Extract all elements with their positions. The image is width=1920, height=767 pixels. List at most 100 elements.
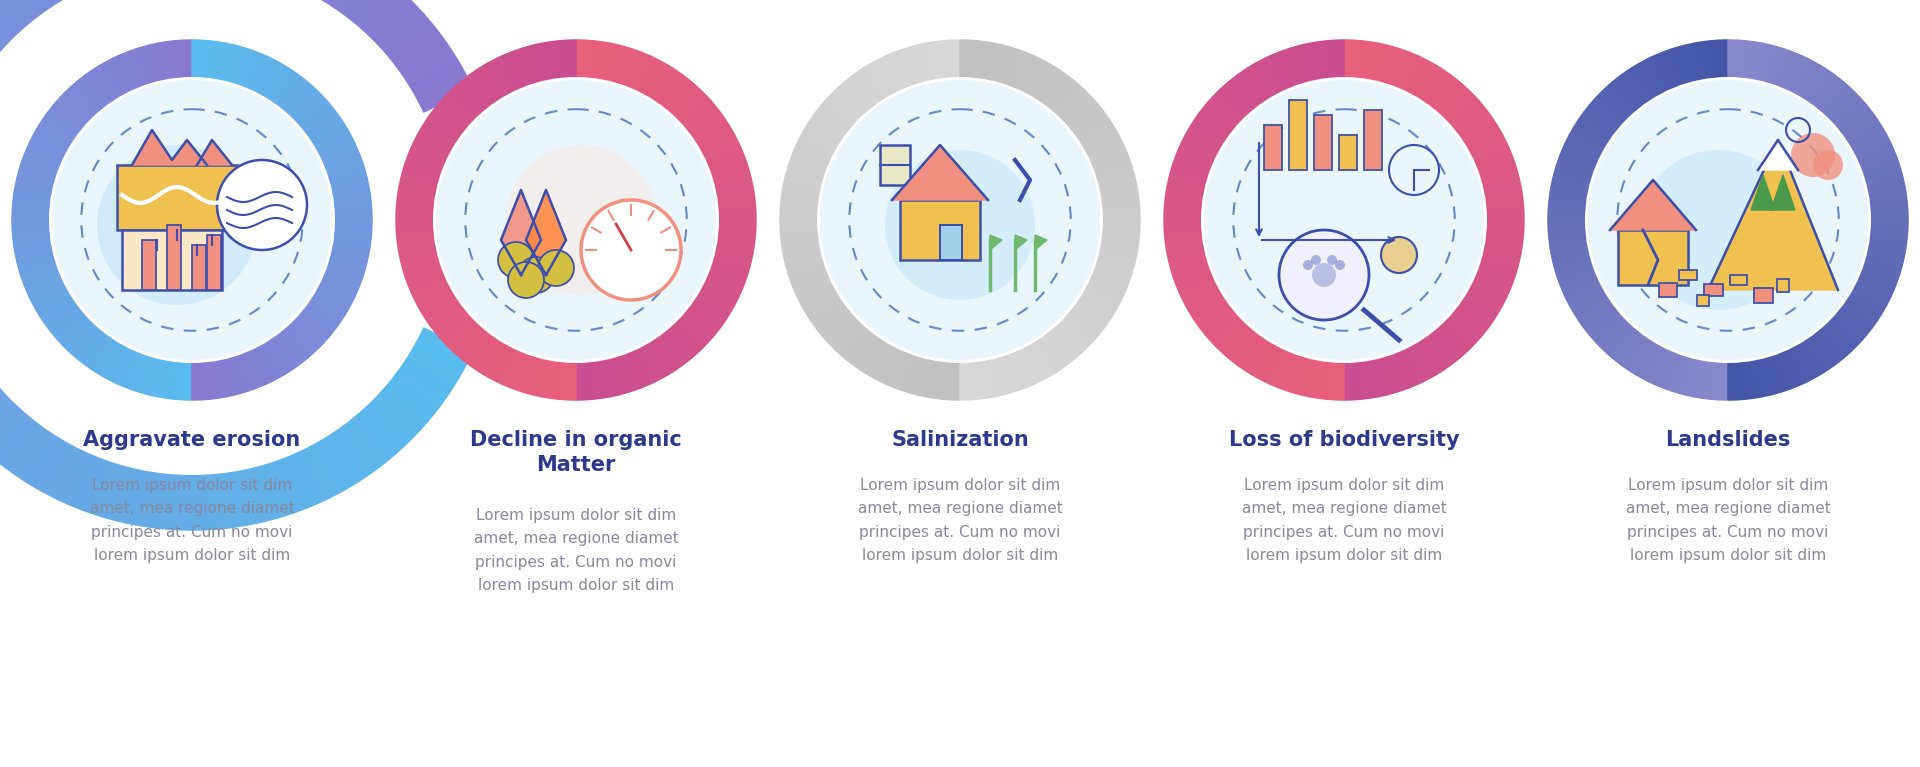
Wedge shape <box>563 41 566 78</box>
Wedge shape <box>1565 141 1601 160</box>
Wedge shape <box>36 126 71 148</box>
Wedge shape <box>780 217 818 220</box>
Wedge shape <box>179 475 186 530</box>
Wedge shape <box>284 83 311 114</box>
Wedge shape <box>710 264 747 278</box>
Wedge shape <box>17 175 54 187</box>
Wedge shape <box>1096 255 1135 268</box>
Wedge shape <box>1031 342 1052 377</box>
Wedge shape <box>1269 54 1288 91</box>
Wedge shape <box>1551 183 1590 193</box>
Wedge shape <box>1834 101 1864 128</box>
Wedge shape <box>703 141 739 160</box>
Wedge shape <box>513 51 528 87</box>
Wedge shape <box>403 259 440 273</box>
Wedge shape <box>526 46 538 84</box>
Wedge shape <box>148 45 159 83</box>
Wedge shape <box>449 321 478 349</box>
Wedge shape <box>1348 40 1352 78</box>
Wedge shape <box>1784 350 1803 385</box>
Wedge shape <box>578 40 582 78</box>
Wedge shape <box>814 304 847 328</box>
Wedge shape <box>1864 167 1901 180</box>
Wedge shape <box>785 255 824 268</box>
Wedge shape <box>1482 178 1519 189</box>
Wedge shape <box>952 362 956 400</box>
Wedge shape <box>1860 268 1897 284</box>
Wedge shape <box>987 359 996 397</box>
Wedge shape <box>1561 275 1597 291</box>
Wedge shape <box>1089 278 1123 297</box>
Wedge shape <box>1484 245 1521 254</box>
Wedge shape <box>589 361 595 399</box>
Wedge shape <box>1590 311 1620 337</box>
Wedge shape <box>1000 47 1014 84</box>
Wedge shape <box>1665 353 1680 390</box>
Wedge shape <box>409 272 445 289</box>
Wedge shape <box>190 475 196 530</box>
Wedge shape <box>1309 43 1319 81</box>
Wedge shape <box>1640 62 1659 97</box>
Wedge shape <box>376 393 420 435</box>
Wedge shape <box>989 359 998 397</box>
Wedge shape <box>1791 347 1811 382</box>
Wedge shape <box>1071 107 1102 133</box>
Wedge shape <box>1839 305 1872 331</box>
Wedge shape <box>1705 361 1713 399</box>
Wedge shape <box>1194 117 1227 140</box>
Wedge shape <box>1079 296 1112 319</box>
Wedge shape <box>413 278 447 297</box>
Wedge shape <box>678 95 707 123</box>
Wedge shape <box>605 359 614 397</box>
Wedge shape <box>1578 298 1611 321</box>
Wedge shape <box>1267 348 1286 384</box>
Wedge shape <box>1409 345 1428 380</box>
Circle shape <box>1327 255 1336 265</box>
Wedge shape <box>793 275 829 291</box>
Wedge shape <box>998 357 1010 393</box>
Wedge shape <box>323 436 355 486</box>
Wedge shape <box>1818 81 1845 112</box>
Wedge shape <box>1475 275 1511 291</box>
Wedge shape <box>84 74 109 107</box>
Wedge shape <box>1741 361 1747 399</box>
Wedge shape <box>841 83 868 114</box>
Wedge shape <box>403 164 442 178</box>
Wedge shape <box>1002 48 1016 85</box>
Wedge shape <box>972 361 977 400</box>
Wedge shape <box>1469 285 1505 304</box>
Wedge shape <box>190 362 192 400</box>
Wedge shape <box>1772 354 1786 391</box>
Wedge shape <box>180 362 186 400</box>
Wedge shape <box>618 48 632 85</box>
Wedge shape <box>1480 167 1517 180</box>
Wedge shape <box>541 360 551 397</box>
Wedge shape <box>1690 44 1699 81</box>
Wedge shape <box>1094 159 1131 174</box>
Wedge shape <box>1692 43 1701 81</box>
Wedge shape <box>1194 300 1227 324</box>
Wedge shape <box>851 76 876 108</box>
Wedge shape <box>1555 164 1594 178</box>
Wedge shape <box>0 0 31 25</box>
Wedge shape <box>574 362 576 400</box>
Wedge shape <box>192 40 194 78</box>
Wedge shape <box>125 469 142 524</box>
Text: Lorem ipsum dolor sit dim
amet, mea regione diamet
principes at. Cum no movi
lor: Lorem ipsum dolor sit dim amet, mea regi… <box>474 508 678 593</box>
Wedge shape <box>184 475 190 530</box>
Wedge shape <box>1559 270 1596 286</box>
Wedge shape <box>161 474 171 529</box>
Wedge shape <box>1766 46 1778 84</box>
Wedge shape <box>71 85 98 115</box>
Wedge shape <box>1457 112 1490 137</box>
Circle shape <box>509 262 543 298</box>
Wedge shape <box>317 136 353 156</box>
Wedge shape <box>718 225 756 229</box>
Wedge shape <box>242 51 259 88</box>
Wedge shape <box>1319 41 1327 80</box>
Wedge shape <box>125 51 142 88</box>
Wedge shape <box>1165 235 1204 242</box>
Wedge shape <box>40 296 73 319</box>
Wedge shape <box>1576 296 1609 319</box>
Wedge shape <box>1185 286 1219 307</box>
